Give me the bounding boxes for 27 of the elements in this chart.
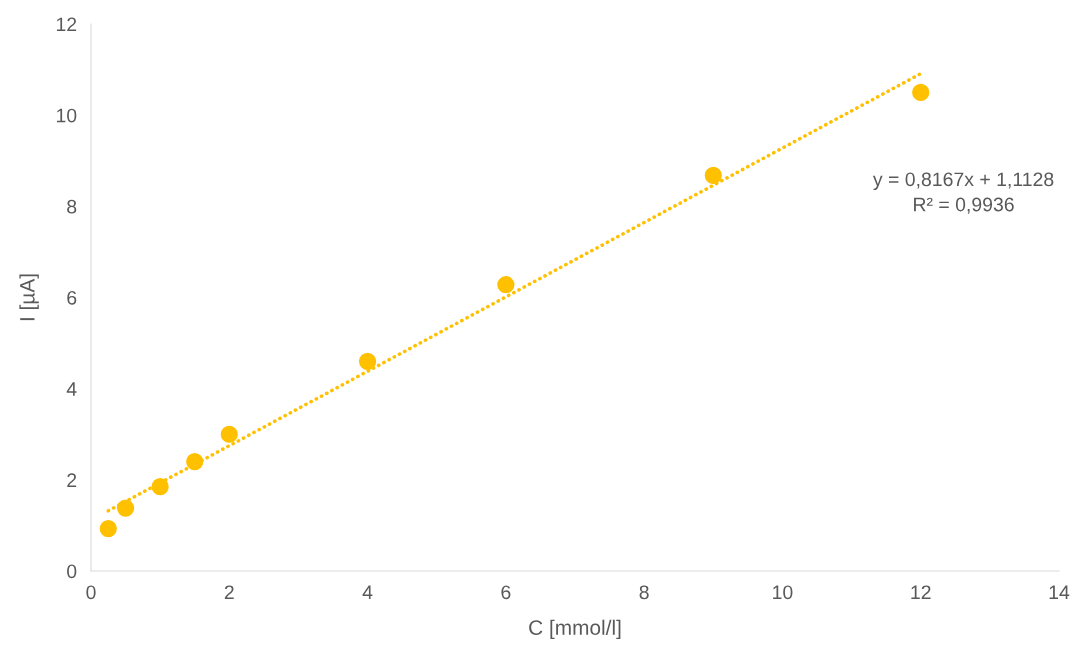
y-tick-label: 6: [67, 290, 77, 305]
x-axis-title: C [mmol/l]: [529, 619, 621, 640]
y-tick-label: 0: [67, 564, 77, 579]
y-tick-label: 4: [66, 382, 77, 396]
x-tick-label: 14: [1049, 585, 1070, 599]
y-tick-label: 8: [67, 199, 77, 214]
annotation: y = 0,8167x + 1,1128 R² = 0,9936: [872, 172, 1054, 214]
x-tick-label: 4: [362, 585, 373, 599]
x-tick-label: 8: [639, 585, 649, 600]
y-tick-label: 2: [67, 473, 77, 487]
point: [358, 352, 377, 370]
point: [99, 519, 117, 538]
point: [704, 166, 722, 184]
x-tick-label: 10: [773, 585, 793, 600]
point: [220, 425, 238, 443]
point: [497, 276, 515, 294]
y-tick-label: 10: [56, 108, 77, 123]
x-tick-label: 12: [911, 585, 931, 599]
point: [186, 452, 204, 471]
y-axis-title: I [µA]: [19, 274, 39, 321]
x-tick-label: 6: [501, 585, 511, 600]
x-tick-label: 0: [86, 585, 96, 600]
point: [151, 478, 169, 496]
y-tick-label: 12: [56, 17, 77, 32]
x-tick-label: 2: [224, 585, 234, 599]
point: [912, 83, 930, 101]
point: [116, 499, 135, 517]
